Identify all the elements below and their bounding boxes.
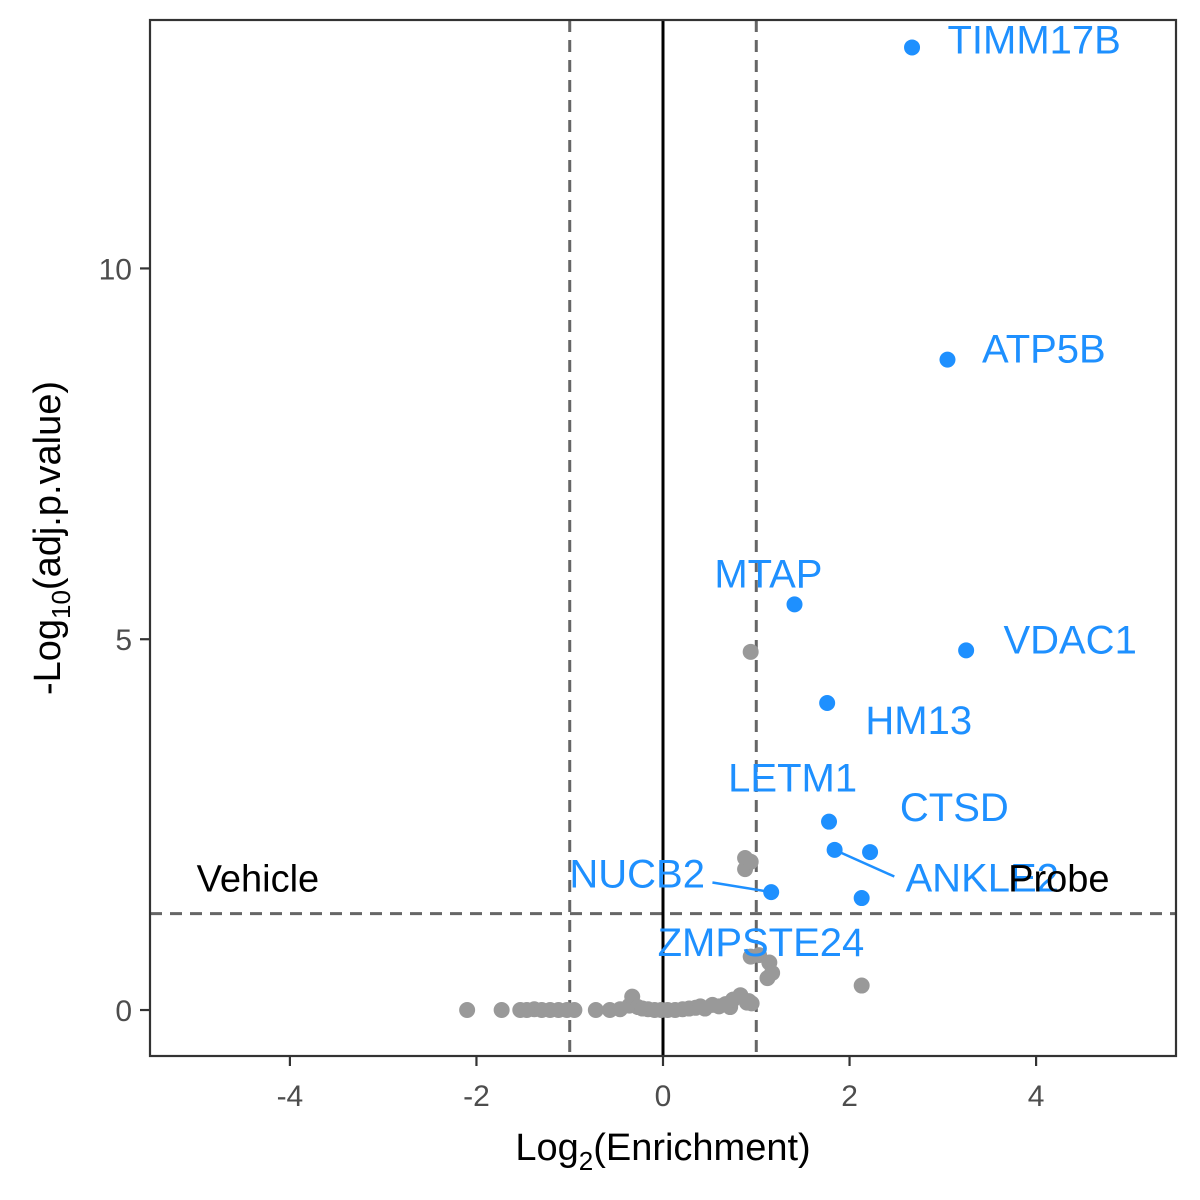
- highlighted-point: [958, 642, 975, 659]
- background-point: [493, 1002, 510, 1019]
- highlighted-point: [819, 695, 836, 712]
- y-tick-label: 0: [115, 995, 132, 1028]
- gene-label: ANKLE2: [906, 856, 1059, 900]
- x-tick-label: -2: [463, 1080, 490, 1113]
- reference-lines: [150, 20, 1176, 1056]
- x-axis-title: Log2(Enrichment): [515, 1127, 810, 1176]
- label-leader-lines: [712, 848, 895, 894]
- background-point: [742, 853, 759, 870]
- background-point: [742, 643, 759, 660]
- region-label: Vehicle: [197, 858, 320, 900]
- background-point: [587, 1002, 604, 1019]
- gene-label: LETM1: [728, 756, 857, 800]
- y-axis: 0 5 10: [99, 253, 150, 1028]
- x-tick-label: 4: [1028, 1080, 1045, 1113]
- highlighted-point: [786, 596, 803, 613]
- gene-label: TIMM17B: [947, 18, 1120, 62]
- gene-label: ATP5B: [982, 328, 1106, 372]
- region-label: Probe: [1008, 858, 1109, 900]
- highlighted-point: [826, 841, 843, 858]
- background-points: [459, 643, 870, 1019]
- highlighted-point: [763, 884, 780, 901]
- gene-label: NUCB2: [569, 853, 705, 897]
- gene-label: MTAP: [714, 552, 822, 596]
- y-tick-label: 10: [99, 253, 132, 286]
- highlighted-point: [939, 351, 956, 368]
- highlighted-point: [853, 890, 870, 907]
- gene-label: HM13: [865, 699, 972, 743]
- background-point: [743, 995, 760, 1012]
- background-point: [853, 977, 870, 994]
- highlighted-point: [904, 39, 921, 56]
- background-point: [764, 964, 781, 981]
- leader-line: [712, 881, 772, 894]
- gene-label: CTSD: [900, 786, 1009, 830]
- highlighted-point: [862, 844, 879, 861]
- gene-label: VDAC1: [1003, 618, 1136, 662]
- x-tick-label: -4: [277, 1080, 304, 1113]
- y-tick-label: 5: [115, 624, 132, 657]
- y-axis-title: -Log10(adj.p.value): [27, 381, 76, 695]
- highlighted-points: [763, 39, 975, 907]
- gene-label: ZMPSTE24: [658, 921, 865, 965]
- x-tick-label: 2: [841, 1080, 858, 1113]
- highlighted-point: [821, 813, 838, 830]
- background-point: [566, 1002, 583, 1019]
- region-labels: Vehicle Probe: [197, 858, 1110, 900]
- x-tick-label: 0: [655, 1080, 672, 1113]
- leader-line: [834, 848, 895, 878]
- background-point: [459, 1002, 476, 1019]
- x-axis: -4 -2 0 2 4: [277, 1056, 1045, 1113]
